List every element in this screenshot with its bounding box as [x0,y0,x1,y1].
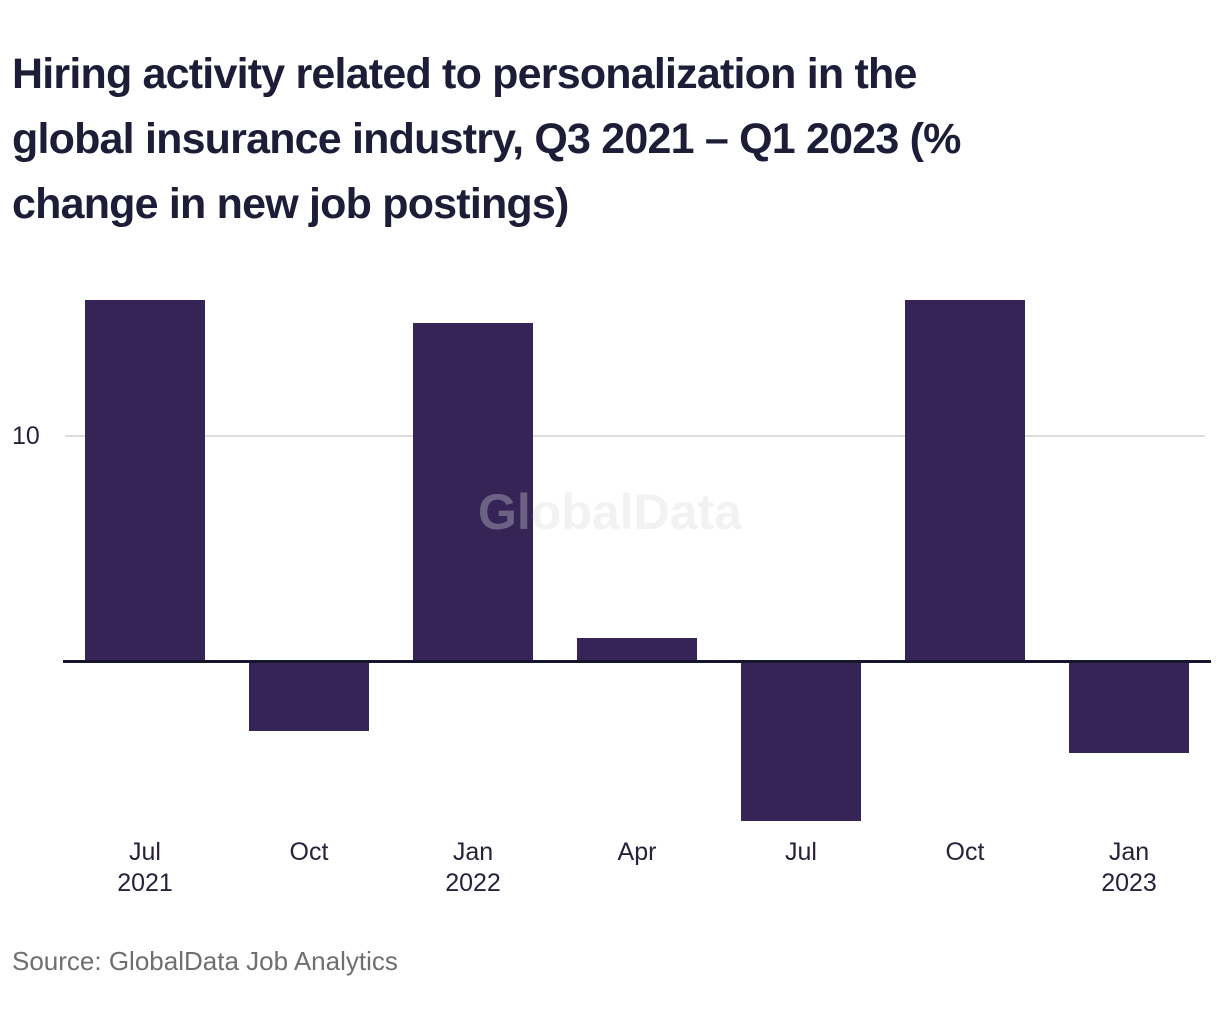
x-axis-label-oct-2021: Oct [289,838,329,866]
bar-slot [1047,280,1211,840]
bar-slot [719,280,883,840]
bar-jul-2022 [741,660,861,821]
x-axis-line [63,660,1211,663]
bar-apr-2022 [577,637,697,662]
bar-slot [227,280,391,840]
x-axis-label-jan-2022: Jan 2022 [445,838,501,897]
chart-title: Hiring activity related to personalizati… [12,42,1216,237]
x-axis-label-apr-2022: Apr [617,838,657,866]
chart-title-line-1: Hiring activity related to personalizati… [12,50,917,98]
bar-oct-2021 [249,660,369,731]
x-axis-label-oct-2022: Oct [945,838,985,866]
globaldata-watermark: GlobalData [478,484,742,540]
x-axis-label-jul-2021: Jul 2021 [117,838,173,897]
x-axis-label-jan-2023: Jan 2023 [1101,838,1157,897]
bar-jan-2023 [1069,660,1189,753]
bar-slot [555,280,719,840]
bar-jan-2022 [413,322,533,662]
plot-area [63,280,1211,840]
source-text: Source: GlobalData Job Analytics [12,946,398,976]
bar-jul-2021 [85,300,205,662]
bar-slot [63,280,227,840]
x-axis-labels: Jul 2021 Oct Jan 2022 Apr Jul Oct Jan 2023 [63,837,1211,899]
bar-slot [883,280,1047,840]
chart-title-line-2: global insurance industry, Q3 2021 – Q1 … [12,115,961,163]
bar-oct-2022 [905,300,1025,662]
x-axis-label-jul-2022: Jul [785,838,817,866]
bar-slot [391,280,555,840]
chart-title-line-3: change in new job postings) [12,180,569,228]
gridline-10 [65,435,1205,437]
y-axis-tick-label: 10 [12,422,40,450]
